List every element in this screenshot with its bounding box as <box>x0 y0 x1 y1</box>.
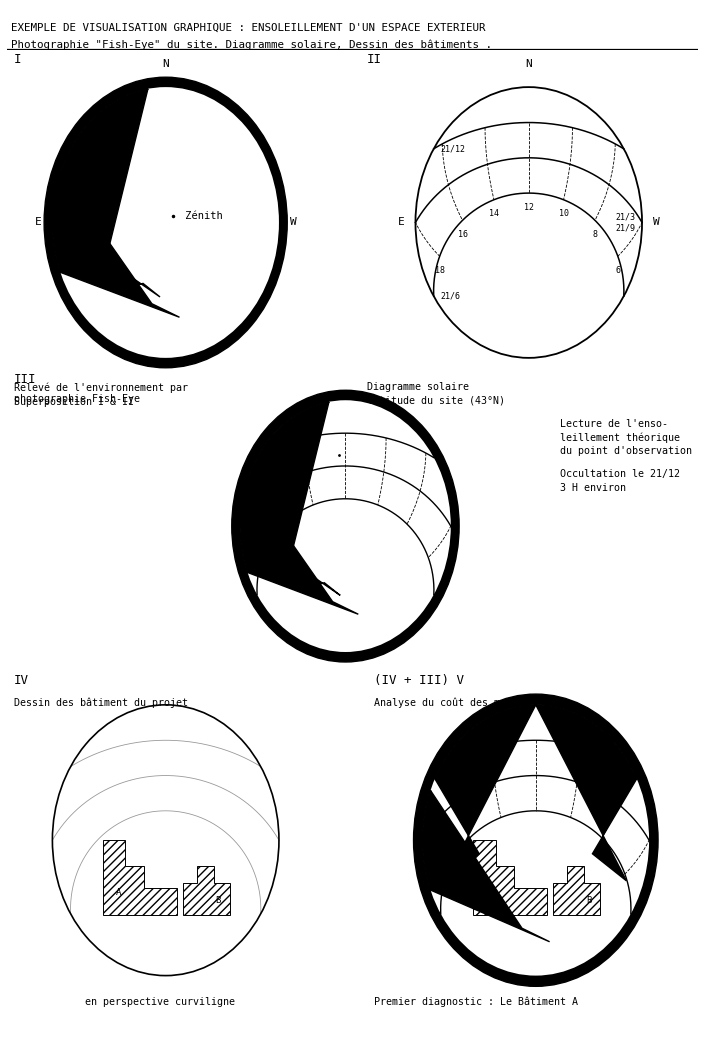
Text: A: A <box>116 888 121 897</box>
Text: 14: 14 <box>489 209 499 219</box>
Text: en perspective curviligne: en perspective curviligne <box>85 997 235 1007</box>
Text: 18: 18 <box>435 266 445 275</box>
Text: N: N <box>525 59 532 69</box>
Text: 3 H environ: 3 H environ <box>560 483 627 493</box>
Text: (IV + III) V: (IV + III) V <box>374 673 464 687</box>
Text: 21/12: 21/12 <box>441 144 465 153</box>
Text: Occultation le 21/12: Occultation le 21/12 <box>560 469 680 480</box>
Ellipse shape <box>414 694 658 986</box>
Text: IV: IV <box>14 673 29 687</box>
Text: Diagramme solaire: Diagramme solaire <box>367 382 469 393</box>
Text: E: E <box>35 218 42 227</box>
Polygon shape <box>536 705 637 881</box>
Text: Premier diagnostic : Le Bâtiment A: Premier diagnostic : Le Bâtiment A <box>374 997 577 1007</box>
Text: EXEMPLE DE VISUALISATION GRAPHIQUE : ENSOLEILLEMENT D'UN ESPACE EXTERIEUR: EXEMPLE DE VISUALISATION GRAPHIQUE : ENS… <box>11 23 485 34</box>
Text: Lecture de l'enso-: Lecture de l'enso- <box>560 419 668 429</box>
Ellipse shape <box>44 77 287 367</box>
Ellipse shape <box>52 87 279 358</box>
Text: 16: 16 <box>458 230 467 239</box>
Text: Photographie "Fish-Eye" du site. Diagramme solaire, Dessin des bâtiments .: Photographie "Fish-Eye" du site. Diagram… <box>11 40 491 50</box>
Text: E: E <box>398 218 405 227</box>
Text: Superposition I & II: Superposition I & II <box>14 397 134 407</box>
Text: Zénith: Zénith <box>180 210 223 221</box>
Ellipse shape <box>232 391 459 662</box>
Text: leillement théorique: leillement théorique <box>560 432 680 443</box>
Polygon shape <box>240 480 358 615</box>
Text: A: A <box>486 888 491 897</box>
Text: 12: 12 <box>524 203 534 211</box>
Polygon shape <box>422 790 550 941</box>
Text: Relevé de l'environnement par
photographie Fish-Eye: Relevé de l'environnement par photograph… <box>14 382 188 404</box>
Text: Dessin des bâtiment du projet: Dessin des bâtiment du projet <box>14 697 188 708</box>
Polygon shape <box>52 173 180 317</box>
Text: W: W <box>290 218 297 227</box>
Text: I: I <box>14 52 22 66</box>
Polygon shape <box>52 89 160 297</box>
Ellipse shape <box>240 400 450 652</box>
Text: 6: 6 <box>615 266 620 275</box>
Text: B: B <box>216 896 221 905</box>
Polygon shape <box>240 402 341 596</box>
Text: latitude du site (43°N): latitude du site (43°N) <box>367 396 505 406</box>
Text: B: B <box>586 896 591 905</box>
Text: 21/6: 21/6 <box>441 292 460 300</box>
Text: du point d'observation: du point d'observation <box>560 446 692 456</box>
Text: Analyse du coût des masques: Analyse du coût des masques <box>374 697 536 708</box>
Text: N: N <box>162 59 169 69</box>
Text: 21/3
21/9: 21/3 21/9 <box>615 213 635 232</box>
Text: 10: 10 <box>558 209 568 219</box>
Polygon shape <box>435 705 536 881</box>
Ellipse shape <box>422 705 649 976</box>
Text: 8: 8 <box>592 230 597 239</box>
Text: II: II <box>367 52 381 66</box>
Text: W: W <box>653 218 660 227</box>
Text: III: III <box>14 373 37 386</box>
